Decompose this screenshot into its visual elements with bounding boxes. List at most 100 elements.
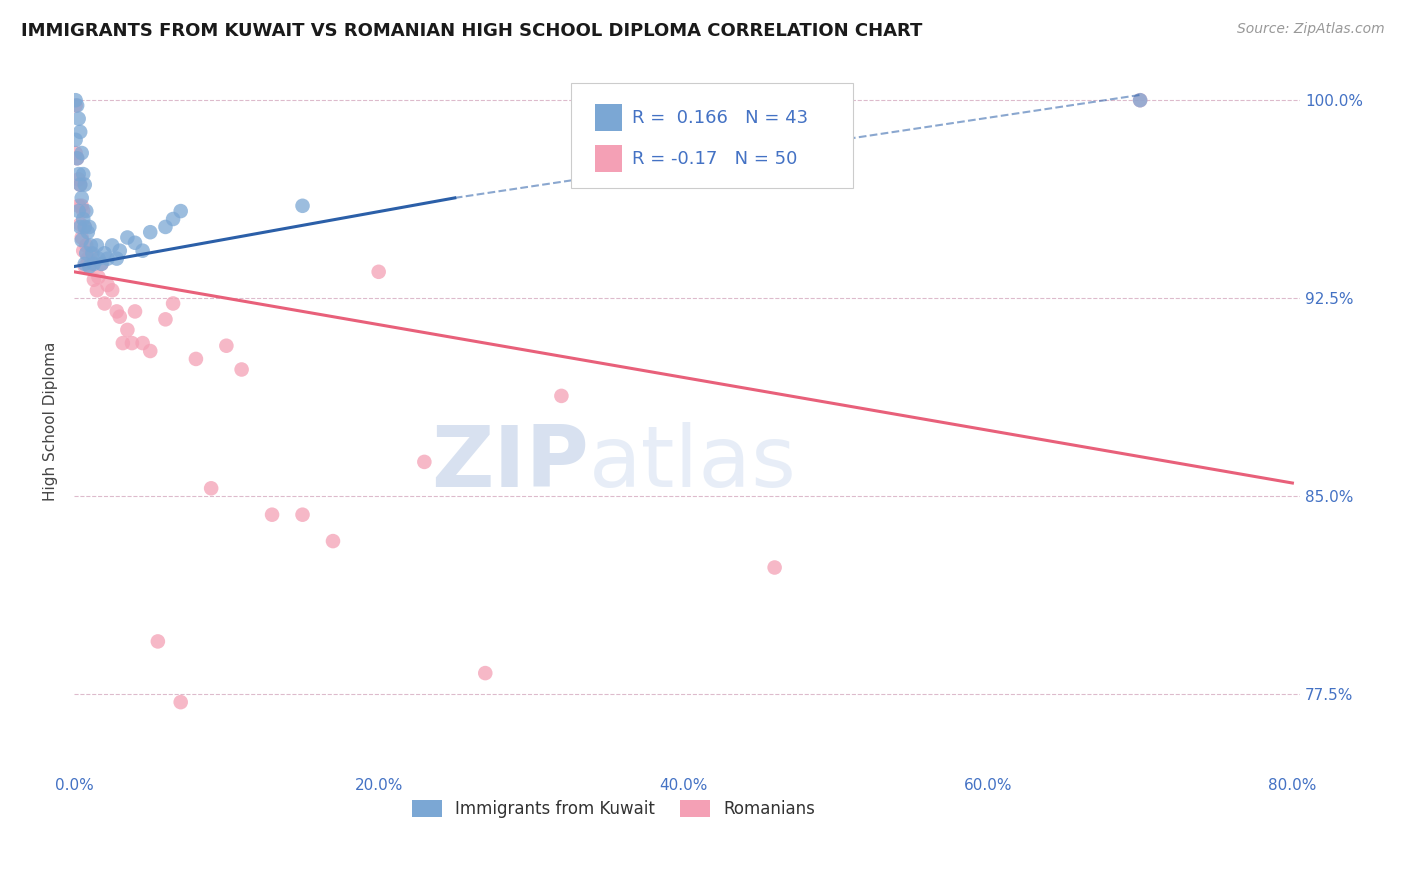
Point [215,339,238,353]
Point [66,98,89,112]
Bar [595,104,621,131]
Point [184,351,207,366]
Point [87,252,110,266]
Point [86,283,108,297]
Point [76,225,98,239]
Point [69,219,91,234]
Point [86,238,108,252]
Point [291,508,314,522]
Point [70,191,93,205]
Point [82,257,104,271]
Point [131,244,153,258]
Point [121,336,143,351]
Point [69,178,91,192]
Point [65,98,87,112]
Point [65,133,87,147]
Point [155,312,177,326]
Point [170,204,193,219]
Point [162,212,184,227]
Point [75,246,97,260]
Point [322,534,344,549]
Point [79,260,101,274]
Point [73,260,96,274]
Point [262,508,284,522]
Point [67,199,90,213]
Text: Source: ZipAtlas.com: Source: ZipAtlas.com [1237,22,1385,37]
Point [70,230,93,244]
Point [763,560,786,574]
Point [139,225,162,239]
Point [105,252,128,266]
Point [73,219,96,234]
Point [139,344,162,359]
Point [170,695,193,709]
Point [66,151,89,165]
Point [90,257,112,271]
Point [65,146,87,161]
Point [79,260,101,274]
Point [70,233,93,247]
Point [66,151,89,165]
Point [69,178,91,192]
Text: R = -0.17   N = 50: R = -0.17 N = 50 [631,150,797,168]
Point [72,244,94,258]
Point [101,283,124,297]
Point [67,204,90,219]
Point [97,278,120,293]
Point [131,336,153,351]
Point [117,230,139,244]
Point [90,257,112,271]
Point [70,146,93,161]
Text: IMMIGRANTS FROM KUWAIT VS ROMANIAN HIGH SCHOOL DIPLOMA CORRELATION CHART: IMMIGRANTS FROM KUWAIT VS ROMANIAN HIGH … [21,22,922,40]
Point [1129,93,1152,107]
Point [146,634,169,648]
Point [550,389,572,403]
Point [69,217,91,231]
Point [117,323,139,337]
Text: atlas: atlas [589,422,797,505]
Point [75,204,97,219]
Point [73,257,96,271]
Point [79,219,101,234]
Point [124,235,146,250]
Point [105,304,128,318]
Point [73,219,96,234]
Point [82,246,104,260]
Point [83,257,105,271]
FancyBboxPatch shape [571,83,852,188]
Point [97,252,120,266]
Text: ZIP: ZIP [432,422,589,505]
Point [87,270,110,285]
Point [70,199,93,213]
Point [155,219,177,234]
Point [111,336,134,351]
Point [80,246,103,260]
Point [69,125,91,139]
Point [67,172,90,186]
Point [76,252,98,266]
Point [413,455,436,469]
Point [200,481,222,495]
Point [72,167,94,181]
Y-axis label: High School Diploma: High School Diploma [44,342,58,500]
Point [73,178,96,192]
Point [108,310,131,324]
Bar [595,145,621,172]
Point [65,93,87,107]
Point [162,296,184,310]
Point [93,246,115,260]
Point [80,238,103,252]
Text: R =  0.166   N = 43: R = 0.166 N = 43 [631,109,808,127]
Point [1129,93,1152,107]
Point [101,238,124,252]
Point [231,362,253,376]
Point [72,204,94,219]
Point [67,112,90,126]
Point [67,167,90,181]
Point [83,273,105,287]
Point [367,265,389,279]
Point [72,212,94,227]
Point [124,304,146,318]
Legend: Immigrants from Kuwait, Romanians: Immigrants from Kuwait, Romanians [405,794,823,825]
Point [108,244,131,258]
